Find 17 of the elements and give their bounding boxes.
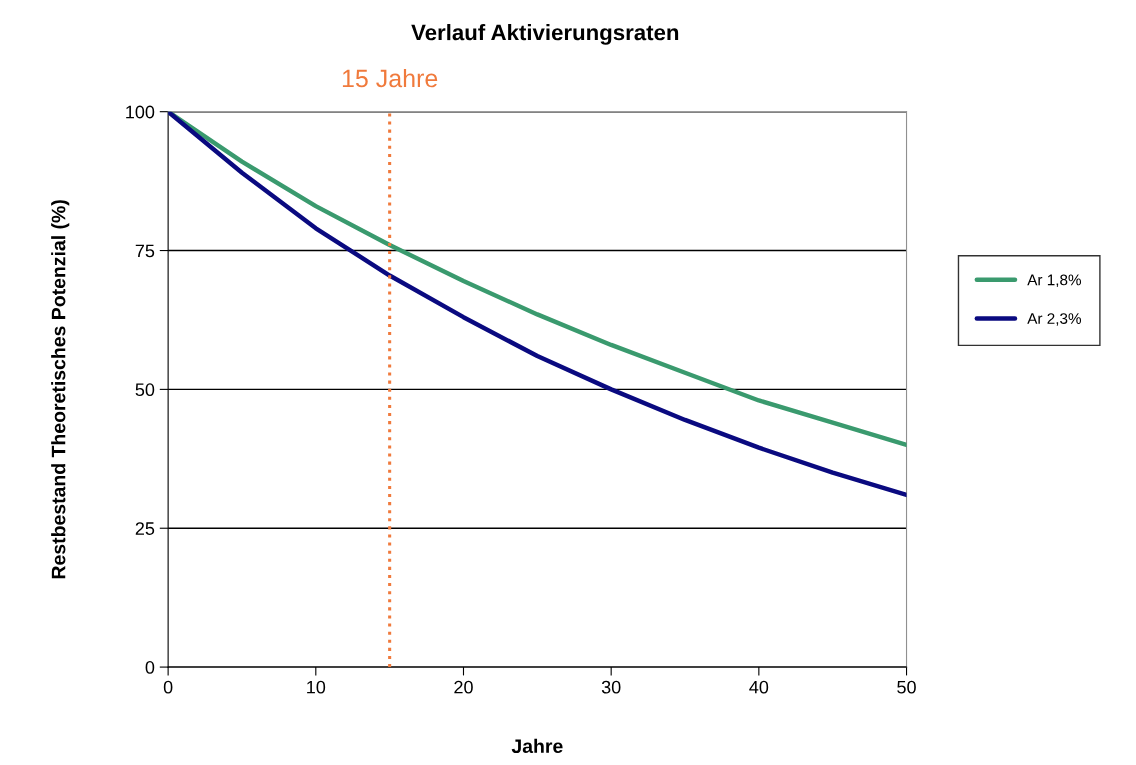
x-tick-label: 20 (454, 680, 473, 694)
x-axis-title: Jahre (511, 738, 563, 754)
legend-label: Ar 1,8% (1027, 274, 1082, 288)
x-tick-label: 30 (601, 680, 621, 694)
ref-line-label: 15 Jahre (342, 68, 438, 88)
x-tick-label: 0 (163, 680, 173, 694)
y-tick-label: 50 (135, 383, 155, 397)
chart-title: Verlauf Aktivierungsraten (411, 24, 679, 45)
x-tick-label: 10 (307, 680, 326, 694)
y-tick-label: 0 (145, 661, 155, 674)
x-tick-label: 40 (749, 680, 769, 694)
y-tick-label: 100 (126, 105, 155, 119)
legend-label: Ar 2,3% (1027, 313, 1082, 326)
y-tick-label: 25 (135, 522, 155, 535)
x-tick-label: 50 (897, 680, 916, 694)
y-axis-title: Restbestand Theoretisches Potenzial (%) (51, 200, 70, 579)
y-tick-label: 75 (135, 244, 155, 258)
